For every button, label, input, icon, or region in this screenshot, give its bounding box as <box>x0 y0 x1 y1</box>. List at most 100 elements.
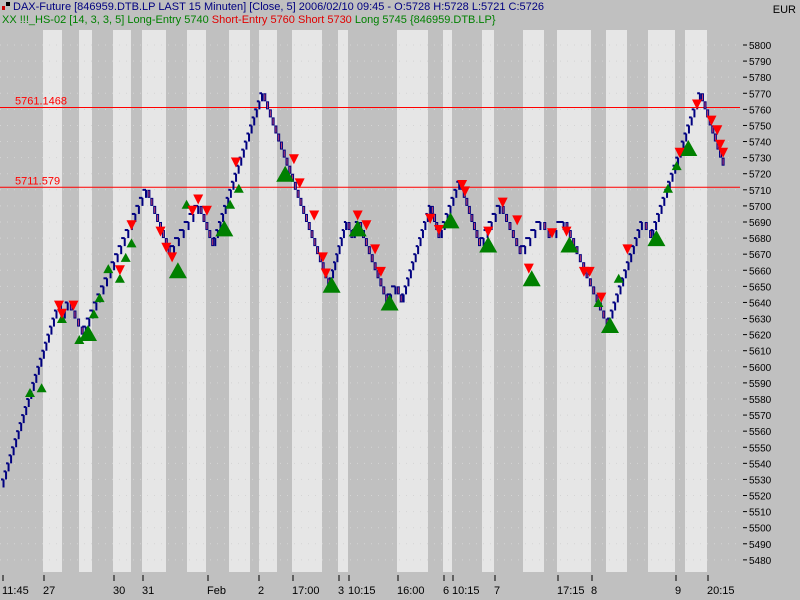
y-tick-label: 5520 <box>749 492 772 503</box>
session-band <box>685 30 707 572</box>
x-tick-label: 7 <box>494 585 500 597</box>
chart-logo-icon <box>2 2 10 10</box>
long-entry-label: Long-Entry 5740 <box>127 14 209 26</box>
short-signal-triangle <box>54 300 64 311</box>
long-signal-triangle <box>601 316 619 333</box>
short-signal-triangle <box>460 186 470 197</box>
session-band <box>338 30 348 572</box>
short-signal-triangle <box>425 213 436 224</box>
x-tick-label: 9 <box>675 585 681 597</box>
short-signal-triangle <box>114 265 125 276</box>
session-band <box>523 30 544 572</box>
long-signal-triangle <box>322 276 341 293</box>
level-label: 5761.1468 <box>15 96 67 108</box>
short-signal-triangle <box>622 244 633 255</box>
short-signal-triangle <box>126 220 137 231</box>
plot-background <box>0 30 740 572</box>
long-signal-triangle <box>441 212 460 229</box>
short-signal-triangle <box>155 226 166 237</box>
long-signal-triangle <box>126 238 137 248</box>
currency-label: EUR <box>772 4 796 16</box>
y-tick-label: 5490 <box>749 540 772 551</box>
indicator-name: XX !!!_HS-02 [14, 3, 3, 5] <box>2 14 125 26</box>
short-signal-triangle <box>497 197 508 208</box>
y-tick-label: 5540 <box>749 459 772 470</box>
short-signal-triangle <box>193 194 204 205</box>
short-signal-triangle <box>523 263 534 274</box>
y-tick-label: 5640 <box>749 298 772 309</box>
session-band <box>648 30 675 572</box>
long-signal-triangle <box>380 294 399 311</box>
indicator-legend: XX !!!_HS-02 [14, 3, 3, 5] Long-Entry 57… <box>2 14 496 26</box>
short-signal-triangle <box>561 226 572 237</box>
short-signal-triangle <box>288 154 299 165</box>
x-tick-label: 10:15 <box>348 585 376 597</box>
y-tick-label: 5570 <box>749 411 772 422</box>
session-band <box>557 30 591 572</box>
session-band <box>79 30 92 572</box>
x-tick-label: 8 <box>591 585 597 597</box>
y-tick-label: 5740 <box>749 138 772 149</box>
short-signal-triangle <box>320 268 331 279</box>
short-signal-triangle <box>68 300 79 311</box>
session-band <box>482 30 494 572</box>
x-tick-label: 2 <box>258 585 264 597</box>
y-tick-label: 5720 <box>749 170 772 181</box>
y-tick-label: 5600 <box>749 363 772 374</box>
long-signal-triangle <box>479 236 498 253</box>
session-band <box>43 30 62 572</box>
long-signal-triangle <box>647 230 666 247</box>
y-tick-label: 5650 <box>749 282 772 293</box>
x-tick-label: 17:15 <box>557 585 585 597</box>
short-signal-triangle <box>361 220 372 231</box>
y-tick-label: 5580 <box>749 395 772 406</box>
long-signal-triangle <box>25 388 35 398</box>
long-label: Long 5745 <box>354 14 407 26</box>
short-signal-triangle <box>584 266 595 277</box>
short-signal-triangle <box>309 210 320 221</box>
short-signal-triangle <box>230 157 241 168</box>
short-signal-triangle <box>512 215 523 226</box>
long-signal-triangle <box>103 264 114 274</box>
short-signal-triangle <box>187 205 198 216</box>
x-tick-label: 20:15 <box>707 585 735 597</box>
long-signal-triangle <box>671 161 682 171</box>
short-signal-triangle <box>547 228 557 239</box>
level-label: 5711.579 <box>15 175 60 187</box>
long-signal-triangle <box>663 183 673 193</box>
session-band <box>606 30 627 572</box>
y-tick-label: 5800 <box>749 41 772 52</box>
long-signal-triangle <box>348 220 367 237</box>
long-signal-triangle <box>593 297 604 307</box>
long-signal-triangle <box>522 270 541 287</box>
session-band <box>113 30 131 572</box>
y-tick-label: 5480 <box>749 556 772 567</box>
short-signal-triangle <box>201 205 212 216</box>
short-signal-triangle <box>433 225 444 236</box>
long-signal-triangle <box>74 334 85 344</box>
short-signal-triangle <box>692 99 702 110</box>
y-tick-label: 5730 <box>749 154 772 165</box>
y-tick-label: 5690 <box>749 218 772 229</box>
short-signal-triangle <box>375 266 386 277</box>
long-signal-triangle <box>88 309 99 319</box>
symbol-label: {846959.DTB.LP} <box>409 14 496 26</box>
long-signal-triangle <box>114 273 125 283</box>
long-signal-triangle <box>36 383 47 393</box>
x-tick-label: 6 <box>443 585 449 597</box>
chart-title: DAX-Future [846959.DTB.LP LAST 15 Minute… <box>2 1 544 13</box>
x-tick-label: Feb <box>207 585 226 597</box>
short-signal-triangle <box>596 292 607 303</box>
x-tick-label: 11:45 <box>2 585 29 597</box>
short-signal-triangle <box>317 252 328 263</box>
long-signal-triangle <box>94 293 105 303</box>
x-tick-label: 17:00 <box>292 585 320 597</box>
x-tick-label: 16:00 <box>397 585 425 597</box>
y-tick-label: 5680 <box>749 234 772 245</box>
session-band <box>187 30 206 572</box>
short-signal-triangle <box>483 226 494 237</box>
y-tick-label: 5620 <box>749 331 772 342</box>
y-tick-label: 5530 <box>749 475 772 486</box>
long-signal-triangle <box>560 236 579 253</box>
